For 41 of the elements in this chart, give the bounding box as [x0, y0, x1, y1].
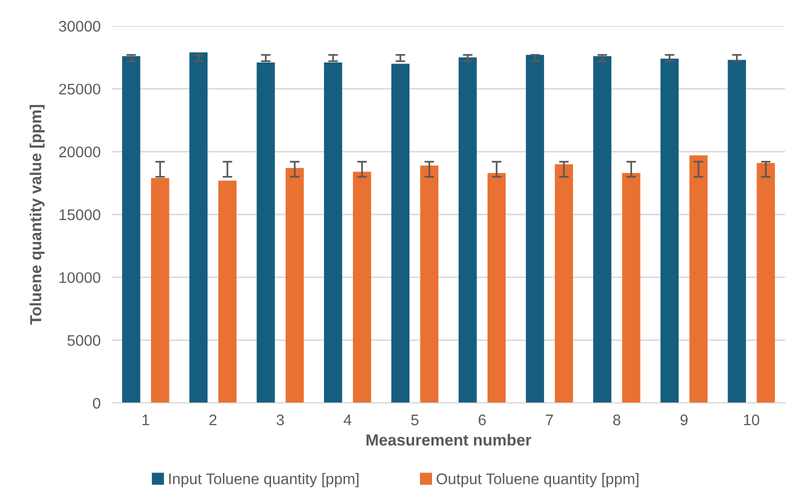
x-axis-title: Measurement number [366, 434, 532, 446]
bar [689, 155, 708, 403]
y-tick-label: 5000 [68, 335, 100, 346]
bar [593, 56, 612, 403]
bar [458, 57, 477, 403]
bar [756, 162, 775, 403]
x-tick-label: 3 [276, 414, 284, 426]
legend-label: Output Toluene quantity [ppm] [436, 473, 638, 488]
bar [286, 168, 304, 403]
bar [660, 58, 679, 403]
y-tick-label: 30000 [58, 20, 100, 32]
bar [189, 52, 208, 403]
bar [218, 180, 237, 403]
y-tick-label: 25000 [59, 84, 100, 95]
bar [391, 64, 410, 403]
y-tick-label: 0 [92, 398, 100, 409]
bar [352, 172, 372, 403]
bar [256, 62, 275, 403]
bar [420, 165, 438, 403]
x-tick-label: 9 [680, 414, 688, 426]
x-tick-label: 2 [209, 414, 216, 426]
bar [554, 164, 574, 403]
x-tick-label: 4 [344, 414, 352, 426]
bar [622, 173, 640, 403]
legend-label: Input Toluene quantity [ppm] [169, 473, 358, 488]
bar [526, 54, 544, 403]
x-tick-label: 7 [546, 414, 553, 426]
bar [488, 173, 506, 403]
bar [728, 60, 746, 403]
y-tick-label: 15000 [60, 209, 100, 220]
bar [324, 62, 342, 403]
bar [122, 56, 140, 403]
x-tick-label: 1 [142, 414, 150, 426]
x-tick-label: 5 [411, 414, 418, 426]
x-tick-label: 8 [613, 414, 620, 426]
y-tick-label: 10000 [60, 272, 100, 284]
y-axis-title: Toluene quantity value [ppm] [30, 105, 45, 325]
x-tick-label: 10 [744, 414, 760, 426]
x-tick-label: 6 [478, 414, 486, 426]
bar [151, 178, 170, 403]
y-tick-label: 20000 [59, 146, 100, 158]
